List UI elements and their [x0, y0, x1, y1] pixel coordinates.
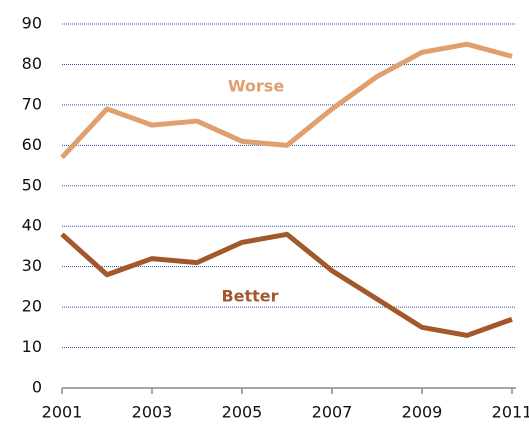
- x-tick-label: 2005: [222, 403, 263, 422]
- y-tick-label: 90: [22, 14, 42, 33]
- series-label: Worse: [228, 77, 284, 96]
- y-tick-label: 70: [22, 94, 42, 113]
- x-tick-label: 2007: [312, 403, 353, 422]
- y-tick-label: 20: [22, 297, 42, 316]
- series-label: Better: [221, 287, 278, 306]
- y-tick-label: 80: [22, 54, 42, 73]
- y-tick-label: 40: [22, 216, 42, 235]
- series-line: [60, 231, 513, 338]
- x-tick-label: 2003: [132, 403, 173, 422]
- x-tick-label: 2011: [492, 403, 529, 422]
- y-tick-label: 10: [22, 337, 42, 356]
- x-tick-label: 2009: [402, 403, 443, 422]
- y-tick-label: 30: [22, 256, 42, 275]
- y-tick-label: 50: [22, 175, 42, 194]
- x-tick-label: 2001: [42, 403, 83, 422]
- y-tick-label: 60: [22, 135, 42, 154]
- series-line: [60, 41, 513, 160]
- y-tick-label: 0: [32, 378, 42, 397]
